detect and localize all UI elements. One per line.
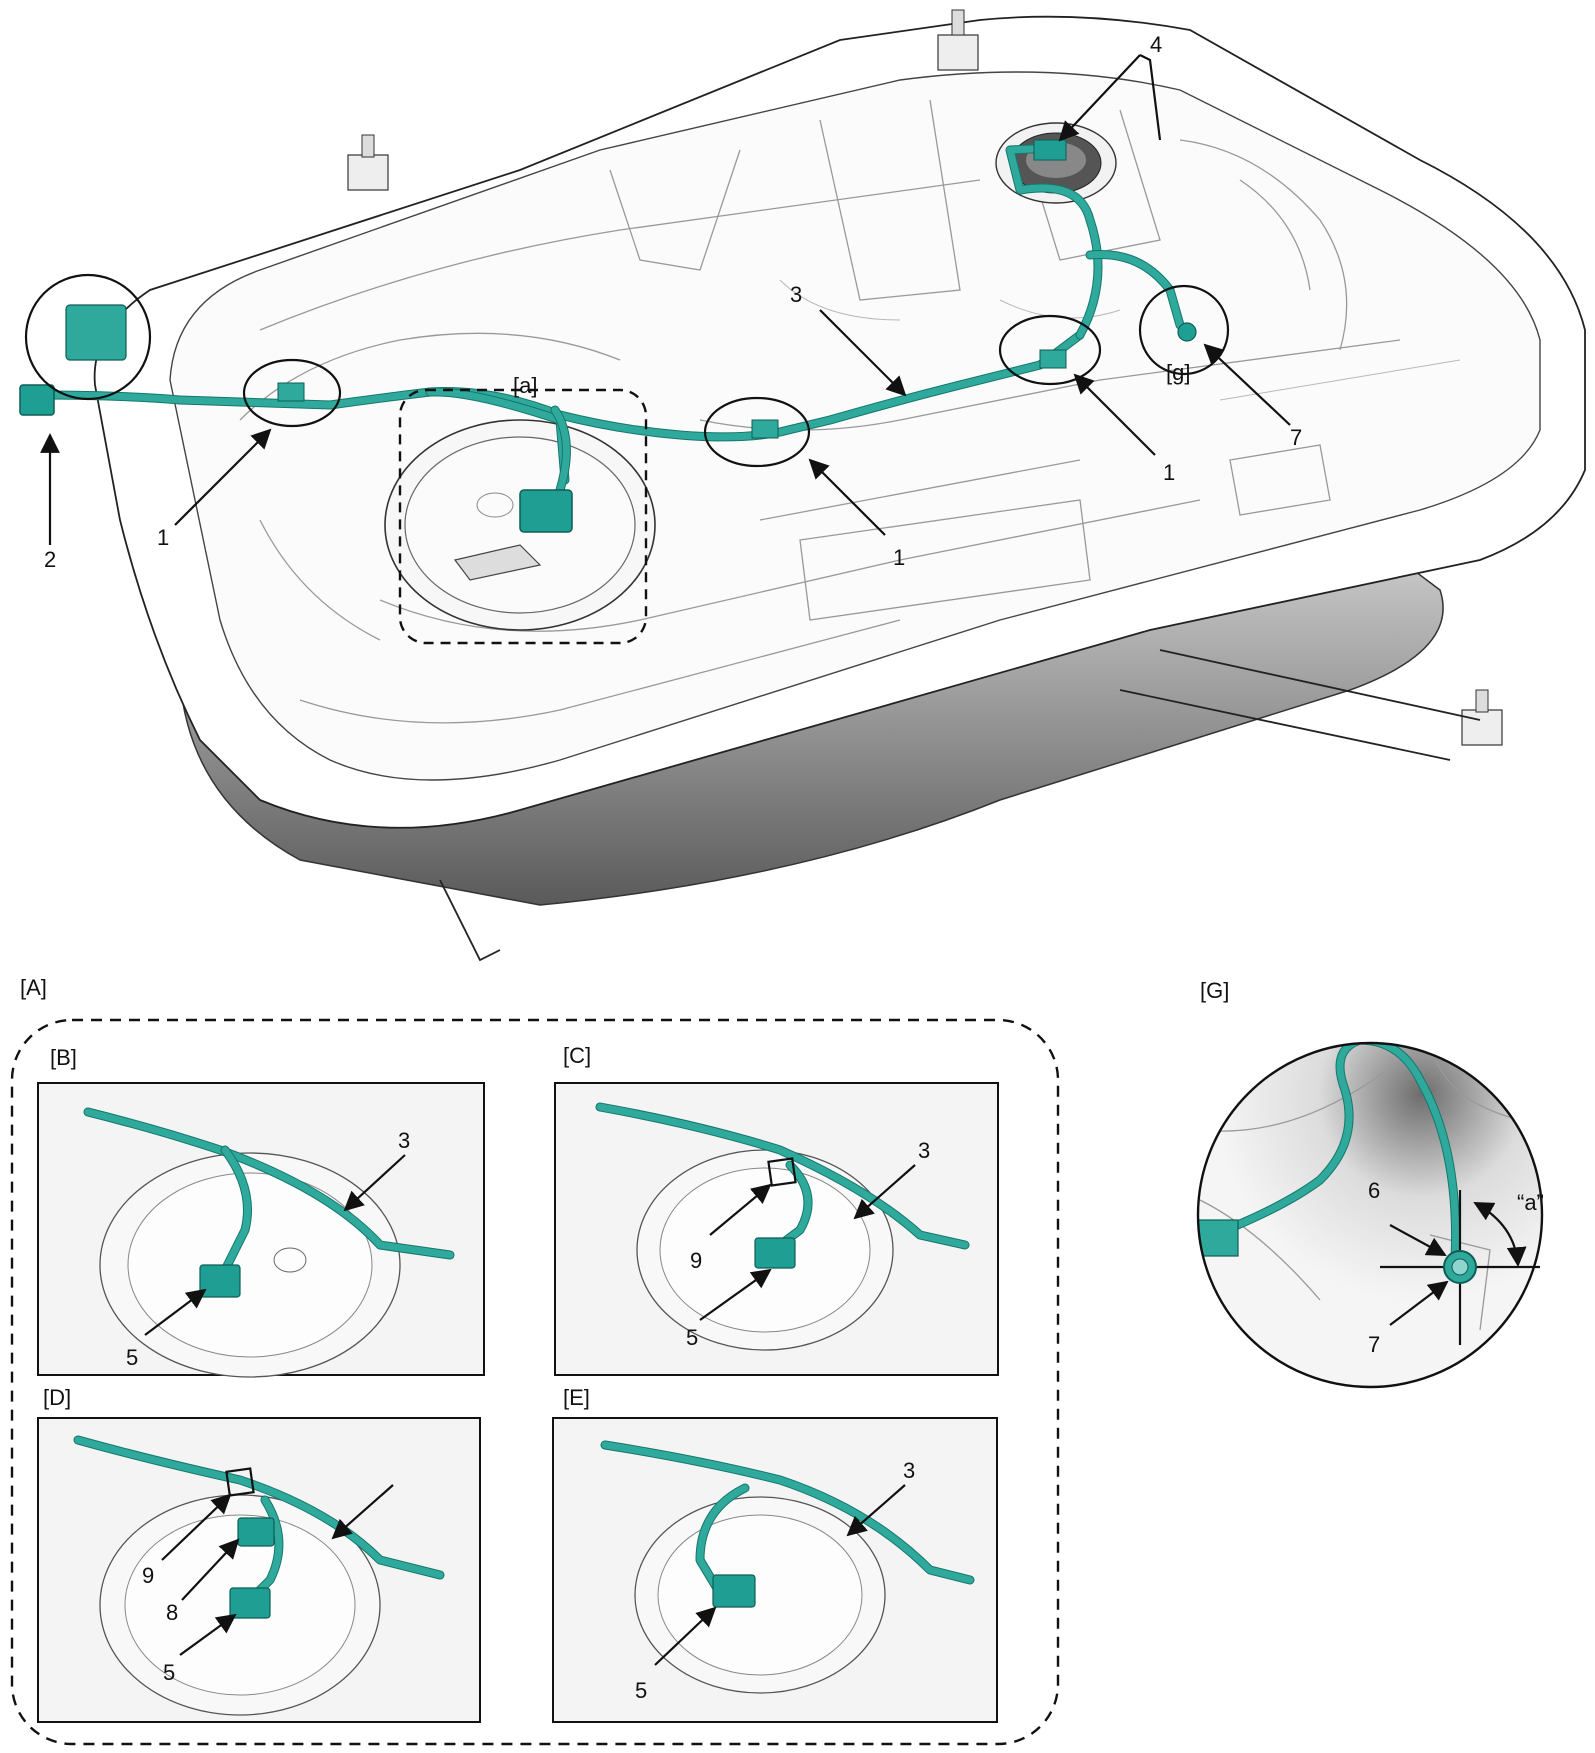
mounting-stud-right: [1461, 689, 1503, 746]
mounting-stud-left: [347, 134, 389, 191]
panel-b-number-3: 3: [398, 1128, 410, 1153]
panel-e-number-3: 3: [903, 1458, 915, 1483]
panel-c-number-5: 5: [686, 1325, 698, 1350]
detail-g: [G] 6 7 “a”: [1196, 978, 1544, 1389]
panel-d-number-8: 8: [166, 1600, 178, 1625]
panel-b-number-5: 5: [126, 1345, 138, 1370]
panel-b-label: [B]: [50, 1045, 77, 1070]
main-labels: [a] [g] 1 1 1 2 3 4 7: [44, 32, 1302, 572]
main-callouts: [24, 273, 1230, 645]
label-g: [g]: [1166, 360, 1190, 385]
panel-e: [E] 3 5: [552, 1385, 998, 1723]
main-leader-arrows: [40, 54, 1291, 545]
number-3: 3: [790, 282, 802, 307]
clip-1c: [1039, 349, 1067, 369]
panel-d-number-5: 5: [163, 1660, 175, 1685]
panel-b: [B] 3 5: [37, 1045, 485, 1378]
detail-g-number-6: 6: [1368, 1178, 1380, 1203]
fuel-tank-illustration: [19, 9, 1586, 962]
panel-d-label: [D]: [43, 1385, 71, 1410]
pump-connector: [519, 489, 573, 533]
number-1-left: 1: [157, 525, 169, 550]
number-7: 7: [1290, 425, 1302, 450]
number-1-right: 1: [1163, 460, 1175, 485]
panel-c: [C] 3 9 5: [554, 1043, 999, 1376]
detail-g-label: [G]: [1200, 978, 1229, 1003]
panel-d: [D] 9 8 5: [37, 1385, 481, 1723]
panel-e-label: [E]: [563, 1385, 590, 1410]
panel-e-number-5: 5: [635, 1678, 647, 1703]
callout-ellipse-1b: [703, 396, 811, 468]
panel-c-number-3: 3: [918, 1138, 930, 1163]
fitting-7: [1177, 322, 1197, 342]
callout-ellipse-1c: [998, 314, 1102, 386]
label-a: [a]: [513, 373, 537, 398]
number-2: 2: [44, 547, 56, 572]
detail-a-dashed-frame: [10, 1018, 1060, 1746]
panel-c-number-9: 9: [690, 1248, 702, 1273]
number-1-mid: 1: [893, 545, 905, 570]
callout-circle-left: [24, 273, 152, 401]
callout-ellipse-1a: [242, 358, 342, 428]
mounting-stud-top: [937, 9, 979, 71]
bracket-left: [65, 304, 127, 361]
panel-c-label: [C]: [563, 1043, 591, 1068]
panel-d-number-9: 9: [142, 1563, 154, 1588]
detail-g-angle-a: “a”: [1517, 1190, 1544, 1215]
clip-1b: [751, 419, 779, 439]
number-4: 4: [1150, 32, 1162, 57]
detail-a-label: [A]: [20, 975, 47, 1000]
callout-circle-g: [1138, 284, 1230, 376]
tank-lower-body: [179, 559, 1444, 906]
detail-g-number-7: 7: [1368, 1332, 1380, 1357]
harness-connector-2: [19, 384, 55, 416]
clip-1a: [277, 382, 305, 402]
sender-connector-4: [1033, 139, 1067, 161]
